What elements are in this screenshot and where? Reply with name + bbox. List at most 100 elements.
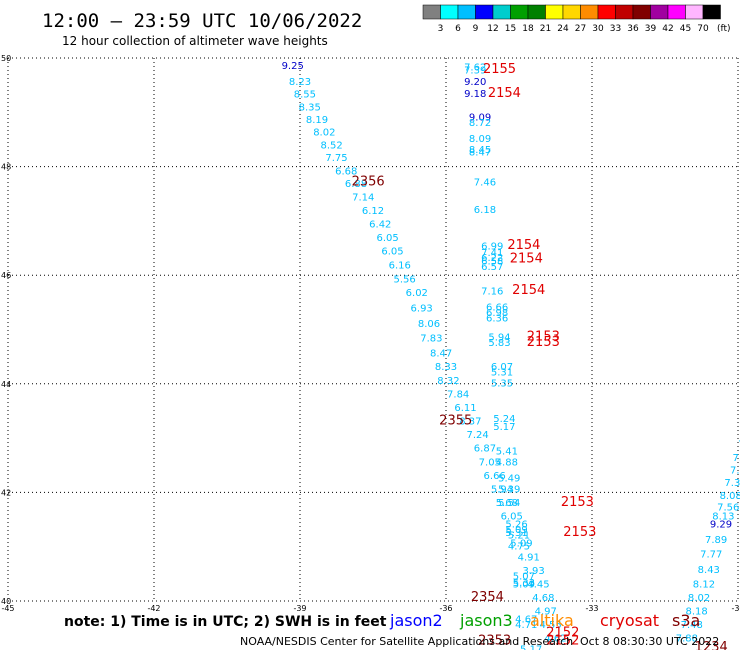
wave-height-point: 8.35: [299, 103, 321, 114]
wave-height-point: 8.13: [712, 512, 734, 523]
legend-item-cryosat: cryosat: [600, 611, 659, 630]
pass-time-label: 2154: [488, 86, 521, 101]
wave-height-point: 7.83: [420, 333, 442, 344]
wave-height-point: 7.3: [730, 465, 740, 476]
wave-height-point: 7.41: [481, 248, 503, 259]
pass-time-labels: 2356235523542353215521542154215421542153…: [352, 62, 728, 650]
wave-height-point: 4.68: [532, 593, 554, 604]
wave-height-point: 5.54: [498, 498, 520, 509]
pass-time-label: 2353: [478, 633, 511, 648]
y-tick-label: 44: [1, 380, 11, 389]
wave-height-point: 9.18: [464, 89, 486, 100]
y-tick-label: 46: [1, 271, 11, 280]
x-tick-label: -42: [147, 604, 160, 613]
colorbar-tick-label: 36: [627, 24, 639, 34]
y-tick-label: 40: [1, 597, 11, 606]
pass-time-label: 2355: [439, 414, 472, 429]
wave-height-point: 7.62: [464, 62, 486, 73]
pass-time-label: 2154: [512, 283, 545, 298]
wave-height-point: 5.35: [491, 379, 513, 390]
colorbar-tick-label: 6: [455, 24, 461, 34]
wave-height-point: 5.09: [510, 539, 532, 550]
wave-height-point: 4.91: [518, 552, 540, 563]
wave-height-point: 8.12: [693, 579, 715, 590]
wave-height-point: 4.62: [544, 634, 566, 645]
wave-height-point: 7.16: [481, 287, 503, 298]
pass-time-label: 2154: [510, 252, 543, 267]
wave-height-point: 5.68: [496, 498, 518, 509]
wave-height-point: 8.37: [459, 417, 481, 428]
colorbar-swatch: [475, 4, 494, 20]
wave-height-point: 8.18: [686, 607, 708, 618]
wave-height-point: 8.45: [469, 145, 491, 156]
colorbar-swatch: [422, 4, 441, 20]
footer-credit: NOAA/NESDIS Center for Satellite Applica…: [240, 635, 573, 648]
wave-height-point: 5.17: [520, 645, 542, 650]
wave-height-point: 6.93: [411, 304, 433, 315]
x-tick-label: -39: [293, 604, 306, 613]
colorbar-swatch: [702, 4, 721, 20]
colorbar-swatch: [580, 4, 599, 20]
wave-height-point: 7.4: [732, 453, 740, 464]
pass-time-label: 2153: [561, 495, 594, 510]
x-tick-label: -30: [731, 604, 740, 613]
wave-height-point: 8.02: [688, 593, 710, 604]
page-title: 12:00 — 23:59 UTC 10/06/2022: [42, 10, 362, 32]
colorbar: 3 6 9 12 15 18 21 24 27 30 33 36 39 42 45 70 (ft): [422, 4, 731, 34]
wave-height-point: 6.36: [486, 313, 508, 324]
colorbar-swatch: [492, 4, 511, 20]
wave-height-point: 6.12: [362, 206, 384, 217]
wave-height-point: 5.26: [505, 520, 527, 531]
wave-height-point: 8.47: [469, 148, 491, 159]
page-subtitle: 12 hour collection of altimeter wave hei…: [62, 34, 328, 48]
pass-time-label: 2153: [527, 335, 560, 350]
wave-height-point: 7.46: [474, 178, 496, 189]
wave-height-point: 7.48: [681, 620, 703, 631]
wave-height-point: 4.71: [515, 620, 537, 631]
wave-height-point: 5.56: [394, 274, 416, 285]
wave-height-point: 7.38: [724, 478, 740, 489]
wave-height-point: 7.39: [464, 66, 486, 77]
wave-height-point: 4.55: [540, 620, 562, 631]
x-tick-label: -45: [1, 604, 14, 613]
wave-height-point: 8.06: [418, 319, 440, 330]
pass-time-label: 2153: [563, 525, 596, 540]
wave-height-point: 5.21: [508, 531, 530, 542]
wave-height-point: 6.07: [491, 362, 513, 373]
pass-time-label: 2152: [546, 633, 579, 648]
wave-height-point: 5.94: [488, 332, 510, 343]
x-tick-label: -36: [439, 604, 452, 613]
wave-height-point: 4.67: [515, 615, 537, 626]
wave-height-point: 7.89: [705, 535, 727, 546]
wave-height-point: 6.87: [474, 444, 496, 455]
colorbar-tick-label: 27: [575, 24, 586, 34]
wave-height-point: 5.17: [493, 422, 515, 433]
colorbar-tick-label: 21: [540, 24, 551, 34]
colorbar-tick-label: 42: [662, 24, 673, 34]
wave-height-point: 6.57: [481, 262, 503, 273]
wave-height-point: 9.29: [710, 520, 732, 531]
wave-height-point: 4.45: [527, 579, 549, 590]
colorbar-swatch: [457, 4, 476, 20]
wave-height-point: 4.75: [508, 541, 530, 552]
colorbar-tick-label: 15: [505, 24, 516, 34]
wave-height-point: 5.31: [505, 528, 527, 539]
wave-height-point: 8.43: [698, 565, 720, 576]
legend-item-jason3: jason3: [459, 611, 513, 630]
colorbar-swatch: [685, 4, 704, 20]
colorbar-tick-label: 24: [557, 24, 569, 34]
y-axis-ticks: 40 42 44 46 48 50: [1, 54, 11, 606]
colorbar-swatch: [667, 4, 686, 20]
colorbar-tick-label: 3: [438, 24, 444, 34]
pass-time-label: 2356: [352, 175, 385, 190]
wave-height-point: 5.33: [513, 578, 535, 589]
wave-height-point: 6.05: [381, 247, 403, 258]
colorbar-swatch: [527, 4, 546, 20]
wave-height-point: 7.: [738, 439, 740, 450]
wave-height-point: 6.16: [389, 261, 411, 272]
wave-height-point: 6.22: [481, 253, 503, 264]
wave-height-point: 8.08: [720, 491, 740, 502]
wave-height-point: 4.97: [535, 607, 557, 618]
wave-height-point: 5.83: [488, 338, 510, 349]
pass-time-label: 1234: [695, 640, 728, 650]
